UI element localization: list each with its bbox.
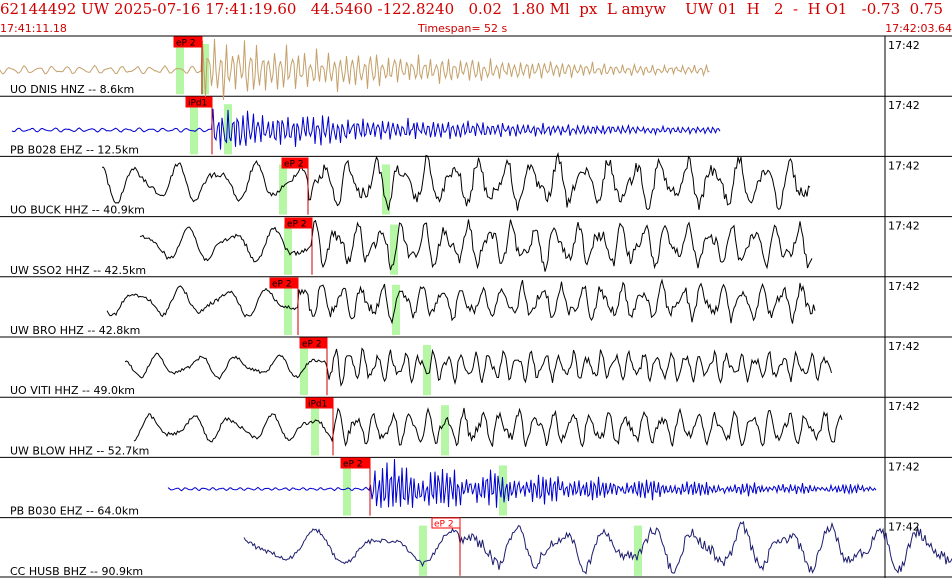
station-label: UO BUCK HHZ -- 40.9km: [10, 204, 145, 217]
phase-pick-marker[interactable]: [185, 96, 213, 108]
end-time: 17:42:03.64: [885, 22, 952, 35]
trace-panel[interactable]: eP 2 UO VITI HHZ -- 49.0km 17:42: [10, 337, 920, 397]
phase-pick-label: eP 2: [176, 39, 196, 49]
phase-window-band: [419, 525, 427, 576]
phase-pick-label: iPd1: [188, 99, 207, 109]
event-header: 62144492 UW 2025-07-16 17:41:19.60 44.54…: [0, 0, 944, 18]
phase-pick-label: eP 2: [284, 160, 304, 170]
phase-pick-marker[interactable]: [269, 277, 299, 289]
trace-panel[interactable]: eP 2 UO BUCK HHZ -- 40.9km 17:42: [10, 151, 920, 217]
panel-time-label: 17:42: [888, 400, 920, 413]
phase-window-band: [190, 104, 198, 155]
waveform-trace: [11, 108, 721, 150]
trace-panel[interactable]: eP 2 UO DNIS HNZ -- 8.6km 17:42: [0, 36, 920, 100]
station-label: UW SSO2 HHZ -- 42.5km: [10, 264, 146, 277]
panel-time-label: 17:42: [888, 159, 920, 172]
panel-time-label: 17:42: [888, 460, 920, 473]
phase-window-band: [423, 345, 431, 396]
station-label: UW BLOW HHZ -- 52.7km: [10, 444, 149, 457]
trace-panel[interactable]: eP 2 UW SSO2 HHZ -- 42.5km 17:42: [10, 217, 920, 277]
waveform-trace: [106, 278, 816, 325]
panel-time-label: 17:42: [888, 280, 920, 293]
station-label: PB B028 EHZ -- 12.5km: [10, 143, 139, 156]
station-label: UW BRO HHZ -- 42.8km: [10, 324, 140, 337]
phase-pick-marker[interactable]: [284, 217, 313, 229]
phase-pick-label: iPd1: [308, 400, 327, 410]
phase-window-band: [224, 104, 232, 155]
panel-time-label: 17:42: [888, 220, 920, 233]
waveform-trace: [124, 347, 832, 387]
phase-pick-marker[interactable]: [340, 457, 371, 469]
trace-panel[interactable]: eP 2 PB B030 EHZ -- 64.0km 17:42: [10, 457, 920, 518]
phase-window-band: [300, 345, 308, 396]
station-label: UO DNIS HNZ -- 8.6km: [10, 83, 134, 96]
phase-window-band: [284, 284, 292, 335]
waveform-trace: [0, 38, 710, 100]
trace-panel[interactable]: eP 2 CC HUSB BHZ -- 90.9km 17:42: [10, 517, 952, 578]
phase-pick-label: eP 2: [343, 460, 363, 470]
waveform-trace: [139, 219, 813, 272]
start-time: 17:41:11.18: [0, 22, 67, 35]
phase-pick-marker[interactable]: [431, 517, 461, 529]
phase-window-band: [392, 284, 400, 335]
trace-panel[interactable]: iPd1 PB B028 EHZ -- 12.5km 17:42: [10, 96, 920, 156]
panel-time-label: 17:42: [888, 521, 920, 534]
phase-window-band: [441, 405, 449, 456]
phase-pick-label: eP 2: [302, 340, 322, 350]
phase-pick-marker[interactable]: [173, 36, 203, 48]
timespan-label: Timespan= 52 s: [418, 22, 508, 35]
phase-window-band: [390, 224, 398, 275]
phase-pick-marker[interactable]: [305, 397, 334, 409]
station-label: CC HUSB BHZ -- 90.9km: [10, 565, 143, 578]
panel-time-label: 17:42: [888, 39, 920, 52]
phase-window-band: [382, 164, 390, 215]
phase-window-band: [311, 405, 319, 456]
phase-window-band: [279, 164, 287, 215]
phase-pick-label: eP 2: [287, 220, 307, 230]
trace-panel[interactable]: eP 2 UW BRO HHZ -- 42.8km 17:42: [10, 277, 920, 337]
phase-window-band: [343, 465, 351, 516]
waveform-trace: [243, 520, 952, 575]
panel-time-label: 17:42: [888, 99, 920, 112]
phase-pick-label: eP 2: [434, 520, 454, 530]
station-label: UO VITI HHZ -- 49.0km: [10, 384, 135, 397]
phase-window-band: [634, 525, 642, 576]
phase-pick-marker[interactable]: [281, 157, 309, 169]
phase-window-band: [201, 44, 209, 95]
panel-time-label: 17:42: [888, 340, 920, 353]
waveform-trace: [102, 151, 811, 211]
trace-panel[interactable]: iPd1 UW BLOW HHZ -- 52.7km 17:42: [10, 397, 920, 457]
station-label: PB B030 EHZ -- 64.0km: [10, 505, 139, 518]
phase-pick-marker[interactable]: [299, 337, 328, 349]
waveform-trace: [133, 407, 843, 448]
phase-pick-label: eP 2: [272, 280, 292, 290]
waveform-trace: [167, 458, 877, 508]
